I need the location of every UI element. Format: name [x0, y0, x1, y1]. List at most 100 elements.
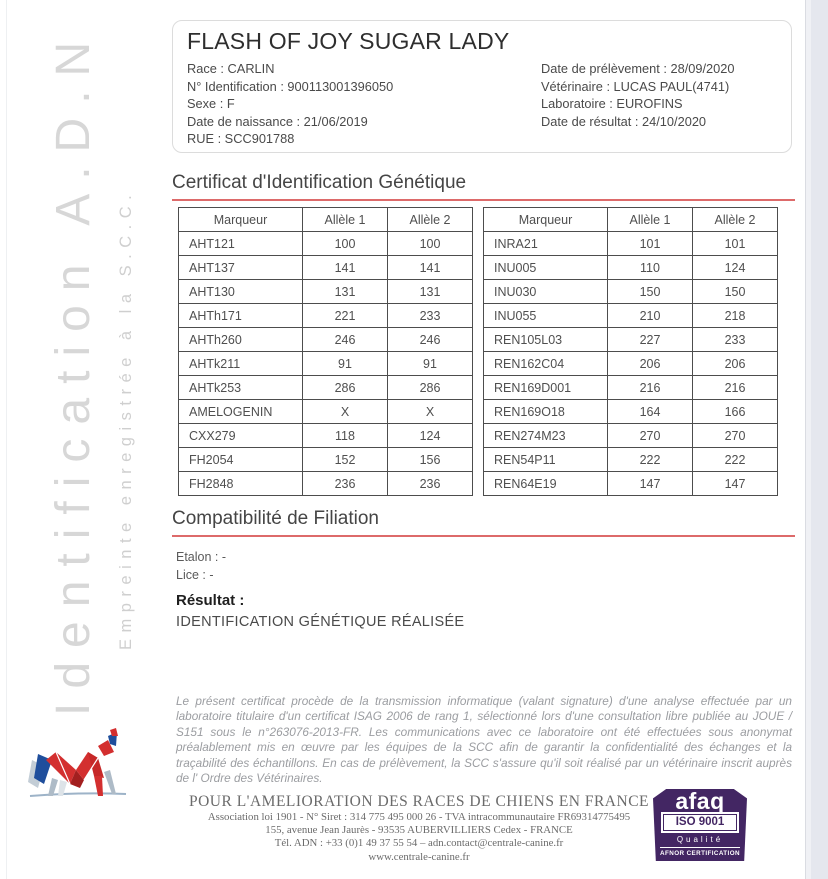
allele-cell: 222: [692, 447, 778, 472]
table-header: Marqueur Allèle 1 Allèle 2: [178, 207, 473, 232]
marker-cell: AHTh260: [178, 327, 303, 352]
vertical-watermark-title: Identification A.D.N: [47, 27, 100, 716]
marker-cell: CXX279: [178, 423, 303, 448]
field-line: N° Identification : 900113001396050: [187, 78, 394, 94]
marker-cell: REN169D001: [483, 375, 608, 400]
field-line: Race : CARLIN: [187, 61, 275, 76]
allele-cell: 124: [387, 423, 473, 448]
allele-cell: 233: [387, 303, 473, 328]
marker-cell: AHTk211: [178, 351, 303, 376]
marker-cell: REN105L03: [483, 327, 608, 352]
genetic-table-right: Marqueur Allèle 1 Allèle 2 INRA21 101 101 INU…: [483, 207, 778, 496]
scan-right-strip: [805, 0, 828, 879]
marker-cell: AHT130: [178, 279, 303, 304]
table-row: INU055 210 218: [483, 303, 778, 328]
allele-cell: 206: [607, 351, 693, 376]
filiation-section-heading: Compatibilité de Filiation: [172, 508, 795, 537]
table-row: REN162C04 206 206: [483, 351, 778, 376]
table-row: FH2054 152 156: [178, 447, 473, 472]
table-row: INU030 150 150: [483, 279, 778, 304]
allele-cell: 286: [302, 375, 388, 400]
allele-cell: 91: [302, 351, 388, 376]
allele-cell: 131: [387, 279, 473, 304]
table-row: AHT130 131 131: [178, 279, 473, 304]
marker-cell: REN54P11: [483, 447, 608, 472]
field-line: RUE : SCC901788: [187, 131, 295, 147]
field-line: Date de naissance : 21/06/2019: [187, 113, 368, 129]
table-row: CXX279 118 124: [178, 423, 473, 448]
table-row: AHT137 141 141: [178, 255, 473, 280]
genetic-table-left: Marqueur Allèle 1 Allèle 2 AHT121 100 100 AHT…: [178, 207, 473, 496]
table-row: REN169O18 164 166: [483, 399, 778, 424]
table-row: AHTh260 246 246: [178, 327, 473, 352]
allele-cell: 150: [692, 279, 778, 304]
filiation-fields: Etalon : - Lice : -: [176, 548, 226, 584]
field-line: Etalon : -: [176, 550, 227, 564]
table-row: AHT121 100 100: [178, 231, 473, 256]
allele-cell: 164: [607, 399, 693, 424]
table-row: AMELOGENIN X X: [178, 399, 473, 424]
genetic-tables-row: Marqueur Allèle 1 Allèle 2 AHT121 100 100 AHT…: [178, 207, 778, 496]
field-line: Laboratoire : EUROFINS: [541, 96, 683, 112]
allele-cell: 150: [607, 279, 693, 304]
allele-cell: 100: [302, 231, 388, 256]
allele-cell: 236: [302, 471, 388, 496]
table-row: AHTk211 91 91: [178, 351, 473, 376]
marker-cell: FH2054: [178, 447, 303, 472]
header-fields-left: Race : CARLIN N° Identification : 9001130…: [187, 60, 541, 148]
legal-disclaimer-text: Le présent certificat procède de la tran…: [176, 694, 792, 786]
marker-cell: AHT137: [178, 255, 303, 280]
table-row: AHTk253 286 286: [178, 375, 473, 400]
allele-cell: 91: [387, 351, 473, 376]
marker-cell: AMELOGENIN: [178, 399, 303, 424]
footer-organization-block: POUR L'AMELIORATION DES RACES DE CHIENS …: [168, 793, 670, 864]
allele-cell: 210: [607, 303, 693, 328]
field-line: Sexe : F: [187, 96, 235, 112]
marker-cell: FH2848: [178, 471, 303, 496]
allele-cell: 233: [692, 327, 778, 352]
field-line: Date de résultat : 24/10/2020: [541, 113, 707, 129]
marker-cell: INU005: [483, 255, 608, 280]
table-row: REN105L03 227 233: [483, 327, 778, 352]
allele-cell: 101: [692, 231, 778, 256]
footer-line: www.centrale-canine.fr: [368, 850, 470, 863]
allele-cell: 147: [692, 471, 778, 496]
header-fields-right: Date de prélèvement : 28/09/2020 Vétérina…: [541, 60, 777, 148]
scc-origami-dog-logo: [28, 728, 127, 797]
table-body: AHT121 100 100 AHT137 141 141 AHT130 131 131 AHTh…: [178, 231, 473, 496]
allele-cell: 246: [387, 327, 473, 352]
column-header: Allèle 2: [387, 207, 473, 232]
certificate-section-heading: Certificat d'Identification Génétique: [172, 172, 795, 201]
table-row: REN274M23 270 270: [483, 423, 778, 448]
field-line: Date de prélèvement : 28/09/2020: [541, 61, 735, 76]
marker-cell: REN162C04: [483, 351, 608, 376]
allele-cell: 222: [607, 447, 693, 472]
afaq-brand-text: afaq: [675, 788, 725, 814]
table-row: INRA21 101 101: [483, 231, 778, 256]
marker-cell: REN64E19: [483, 471, 608, 496]
allele-cell: 270: [607, 423, 693, 448]
table-row: REN64E19 147 147: [483, 471, 778, 496]
page-left-edge: [6, 0, 7, 879]
column-header: Allèle 2: [692, 207, 778, 232]
footer-line: POUR L'AMELIORATION DES RACES DE CHIENS …: [188, 793, 650, 810]
allele-cell: 141: [302, 255, 388, 280]
allele-cell: 131: [302, 279, 388, 304]
dog-name-title: FLASH OF JOY SUGAR LADY: [187, 28, 510, 54]
marker-cell: INU030: [483, 279, 608, 304]
allele-cell: 152: [302, 447, 388, 472]
footer-line: Tél. ADN : +33 (0)1 49 37 55 54 – adn.co…: [274, 837, 564, 850]
header-columns: Race : CARLIN N° Identification : 9001130…: [187, 60, 777, 148]
afaq-iso9001-badge: afaq ISO 9001 Qualité AFNOR CERTIFICATIO…: [653, 789, 747, 861]
marker-cell: AHT121: [178, 231, 303, 256]
allele-cell: 147: [607, 471, 693, 496]
allele-cell: 118: [302, 423, 388, 448]
marker-cell: INRA21: [483, 231, 608, 256]
allele-cell: 206: [692, 351, 778, 376]
marker-cell: REN274M23: [483, 423, 608, 448]
afaq-afnor-label: AFNOR CERTIFICATION: [660, 850, 740, 857]
allele-cell: 227: [607, 327, 693, 352]
allele-cell: 166: [692, 399, 778, 424]
allele-cell: 270: [692, 423, 778, 448]
